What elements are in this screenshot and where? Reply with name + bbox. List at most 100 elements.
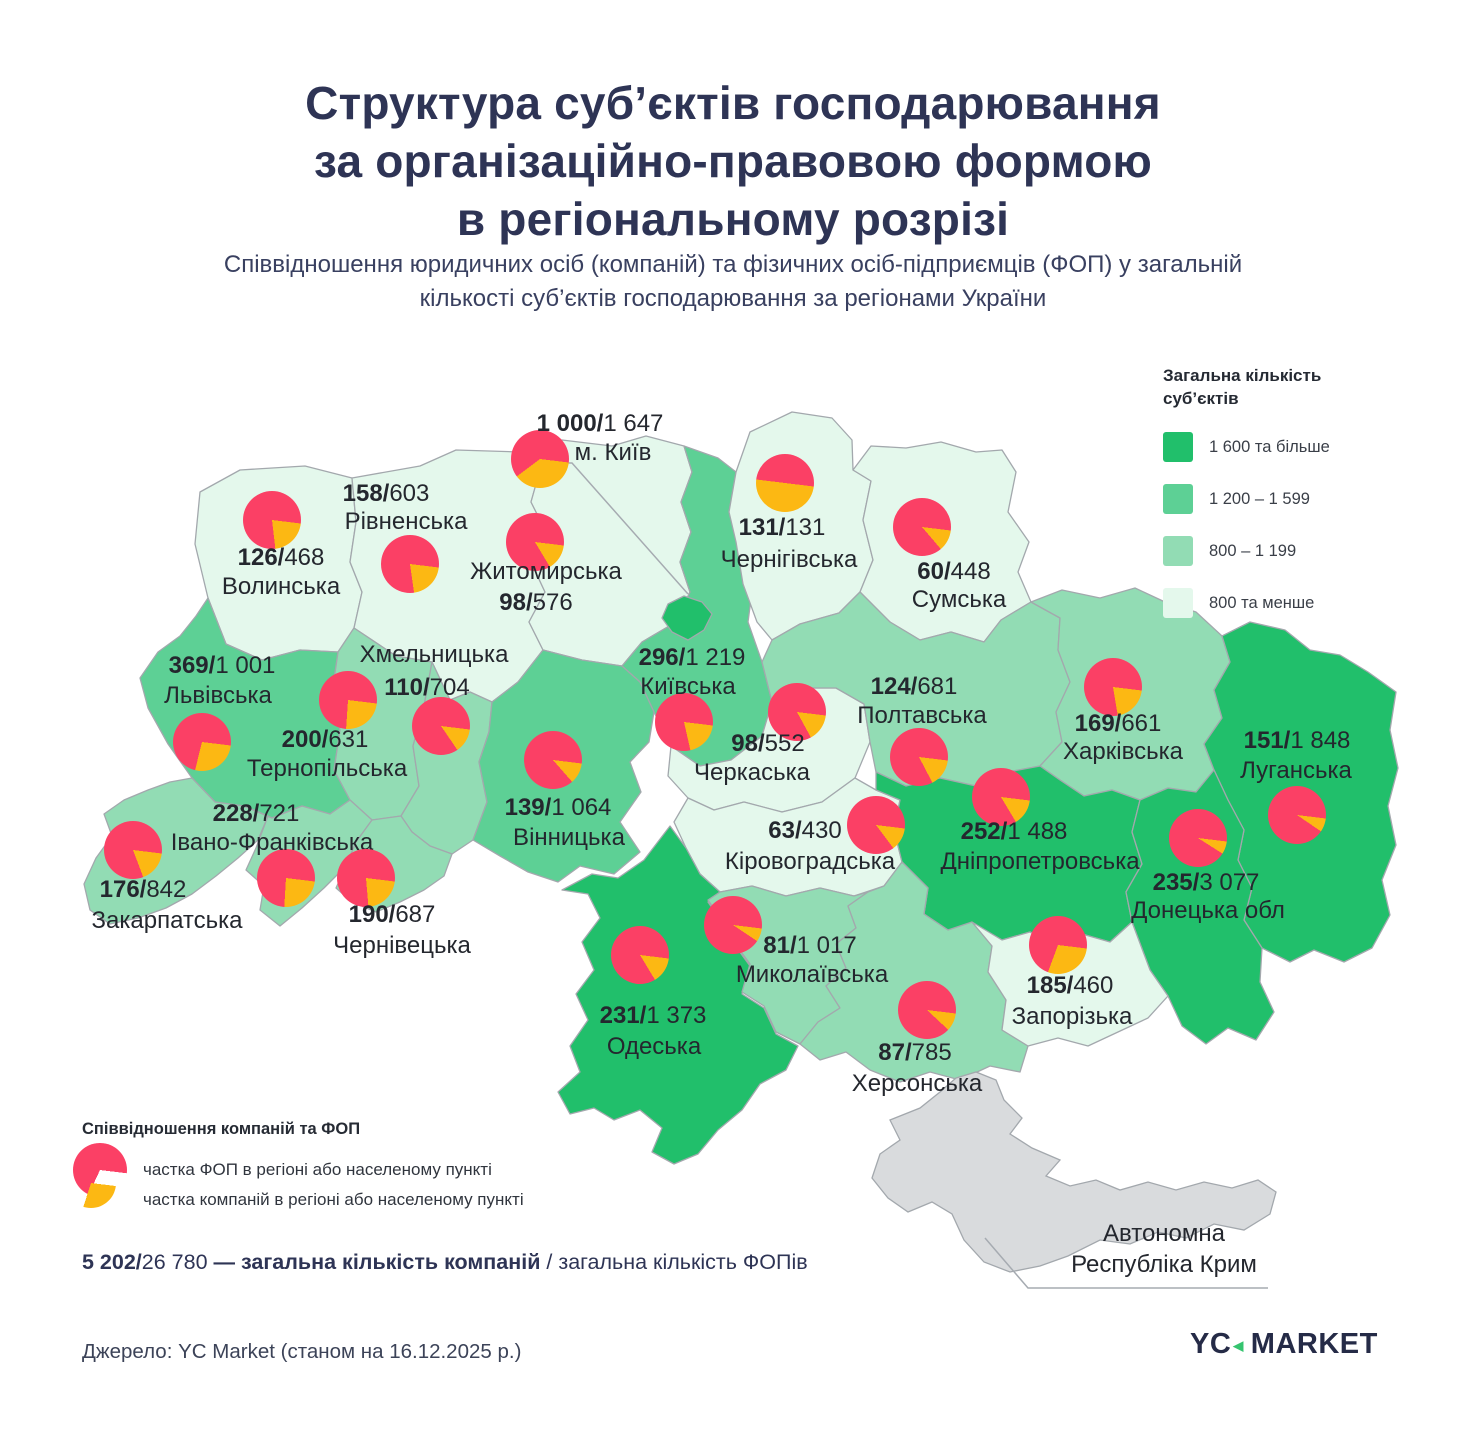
ratio-legend-item-company: частка компаній в регіоні або населеному… [143, 1190, 524, 1209]
totals-segment-3: / загальна кількість ФОПів [546, 1250, 808, 1274]
region-value-poltavska: 124/681 [870, 673, 958, 700]
map-legend-item-3: 800 та менше [1163, 588, 1433, 618]
region-name-odeska: Одеська [606, 1033, 702, 1060]
legend-swatch-3 [1163, 588, 1193, 618]
crimea-label-line-1: Автономна [1102, 1220, 1226, 1247]
region-value-dnipropetrovska: 252/1 488 [960, 818, 1068, 845]
region-value-lvivska: 369/1 001 [168, 652, 276, 679]
logo-text-left: YC [1190, 1328, 1232, 1360]
region-value-kirovohradska: 63/430 [768, 817, 842, 844]
pie-company-share-icon [66, 1158, 116, 1208]
pie-volynska [243, 491, 301, 549]
region-name-lvivska: Львівська [164, 682, 272, 709]
region-value-chernivetska: 190/687 [348, 901, 436, 928]
region-value-donetska: 235/3 077 [1152, 869, 1260, 896]
region-value-khersonska: 87/785 [878, 1039, 952, 1066]
region-name-chernihivska: Чернігівська [720, 546, 858, 573]
region-value-rivnenska: 158/603 [342, 480, 430, 507]
logo-text-right: MARKET [1250, 1328, 1378, 1360]
region-value-mykolaivska: 81/1 017 [763, 932, 857, 959]
pie-chernihivska [756, 454, 814, 512]
pie-poltavska [890, 728, 948, 786]
title-line-1: Структура суб’єктів господарювання [305, 77, 1161, 129]
title-line-3: в регіональному розрізі [456, 193, 1010, 245]
region-name-luhanska: Луганська [1240, 757, 1352, 784]
pie-vinnytska [524, 731, 582, 789]
region-value-cherkaska: 98/552 [731, 730, 805, 757]
region-value-vinnytska: 139/1 064 [504, 794, 612, 821]
pie-kyivska [655, 693, 713, 751]
region-value-zaporizka: 185/460 [1026, 972, 1114, 999]
legend-label-3: 800 та менше [1209, 593, 1315, 612]
totals-segment-0: 5 202/ [82, 1250, 142, 1274]
region-name-rivnenska: Рівненська [344, 508, 468, 535]
pie-luhanska [1268, 786, 1326, 844]
ratio-legend-item-fop: частка ФОП в регіоні або населеному пунк… [143, 1160, 492, 1179]
legend-label-0: 1 600 та більше [1209, 437, 1330, 456]
region-value-chernihivska: 131/131 [738, 514, 826, 541]
region-name-kyiv_city: м. Київ [574, 439, 652, 466]
title-line-2: за організаційно-правовою формою [313, 135, 1153, 187]
totals-segment-1: 26 780 [141, 1250, 214, 1274]
region-name-volynska: Волинська [221, 573, 341, 600]
pie-zhytomyrska [506, 513, 564, 571]
region-name-ivano_frankivska: Івано-Франківська [170, 829, 374, 856]
legend-swatch-1 [1163, 484, 1193, 514]
region-name-khersonska: Херсонська [851, 1070, 983, 1097]
pie-khersonska [898, 981, 956, 1039]
region-name-kirovohradska: Кіровоградська [724, 848, 896, 875]
region-name-ternopilska: Тернопільська [246, 755, 408, 782]
region-value-kyiv_city: 1 000/1 647 [536, 410, 664, 437]
region-name-mykolaivska: Миколаївська [735, 961, 889, 988]
region-name-khmelnytska: Хмельницька [359, 641, 509, 668]
pie-zaporizka [1029, 916, 1087, 974]
region-value-zhytomyrska: 98/576 [499, 589, 573, 616]
region-name-zaporizka: Запорізька [1011, 1003, 1133, 1030]
region-name-sumska: Сумська [911, 586, 1007, 613]
totals-segment-2: — загальна кількість компаній [213, 1250, 547, 1274]
region-value-luhanska: 151/1 848 [1243, 727, 1351, 754]
region-name-cherkaska: Черкаська [694, 759, 810, 786]
region-value-zakarpatska: 176/842 [99, 876, 187, 903]
ratio-legend-title: Співвідношення компаній та ФОП [82, 1120, 361, 1138]
region-value-ivano_frankivska: 228/721 [212, 800, 300, 827]
pie-ternopilska [319, 671, 377, 729]
region-value-khmelnytska: 110/704 [384, 674, 470, 701]
pie-donetska [1169, 809, 1227, 867]
region-value-volynska: 126/468 [237, 544, 325, 571]
region-kyiv_city [661, 595, 713, 641]
region-donetska [1125, 769, 1275, 1045]
pie-cherkaska [768, 683, 826, 741]
region-value-kyivska: 296/1 219 [638, 644, 746, 671]
region-name-kharkivska: Харківська [1063, 738, 1183, 765]
map-legend-item-1: 1 200 – 1 599 [1163, 484, 1433, 514]
map-legend: Загальна кількість суб’єктів 1 600 та бі… [1163, 364, 1433, 618]
page-subtitle: Співвідношення юридичних осіб (компаній)… [223, 251, 1243, 312]
totals-line: 5 202/26 780 — загальна кількість компан… [82, 1250, 808, 1275]
pie-kharkivska [1084, 658, 1142, 716]
pie-sumska [893, 498, 951, 556]
legend-swatch-2 [1163, 536, 1193, 566]
region-name-poltavska: Полтавська [857, 702, 987, 729]
region-name-vinnytska: Вінницька [513, 824, 625, 851]
legend-label-1: 1 200 – 1 599 [1209, 489, 1310, 508]
region-name-zhytomyrska: Житомирська [470, 558, 622, 585]
pie-kyiv_city [511, 430, 569, 488]
pie-khmelnytska [412, 697, 470, 755]
pie-chernivetska [337, 849, 395, 907]
pie-dnipropetrovska [972, 768, 1030, 826]
pie-zakarpatska [104, 821, 162, 879]
source-note: Джерело: YC Market (станом на 16.12.2025… [82, 1340, 522, 1363]
region-name-dnipropetrovska: Дніпропетровська [940, 848, 1140, 875]
logo-triangle-icon: ◀ [1233, 1337, 1244, 1353]
region-name-kyivska: Київська [640, 673, 736, 700]
map-legend-title: Загальна кількість суб’єктів [1163, 366, 1322, 408]
pie-odeska [611, 926, 669, 984]
pie-rivnenska [381, 535, 439, 593]
region-value-kharkivska: 169/661 [1074, 710, 1162, 737]
pie-lvivska [173, 713, 231, 771]
legend-swatch-0 [1163, 432, 1193, 462]
region-name-donetska: Донецька обл [1131, 897, 1285, 924]
page-title: Структура суб’єктів господарювання за ор… [0, 74, 1466, 248]
